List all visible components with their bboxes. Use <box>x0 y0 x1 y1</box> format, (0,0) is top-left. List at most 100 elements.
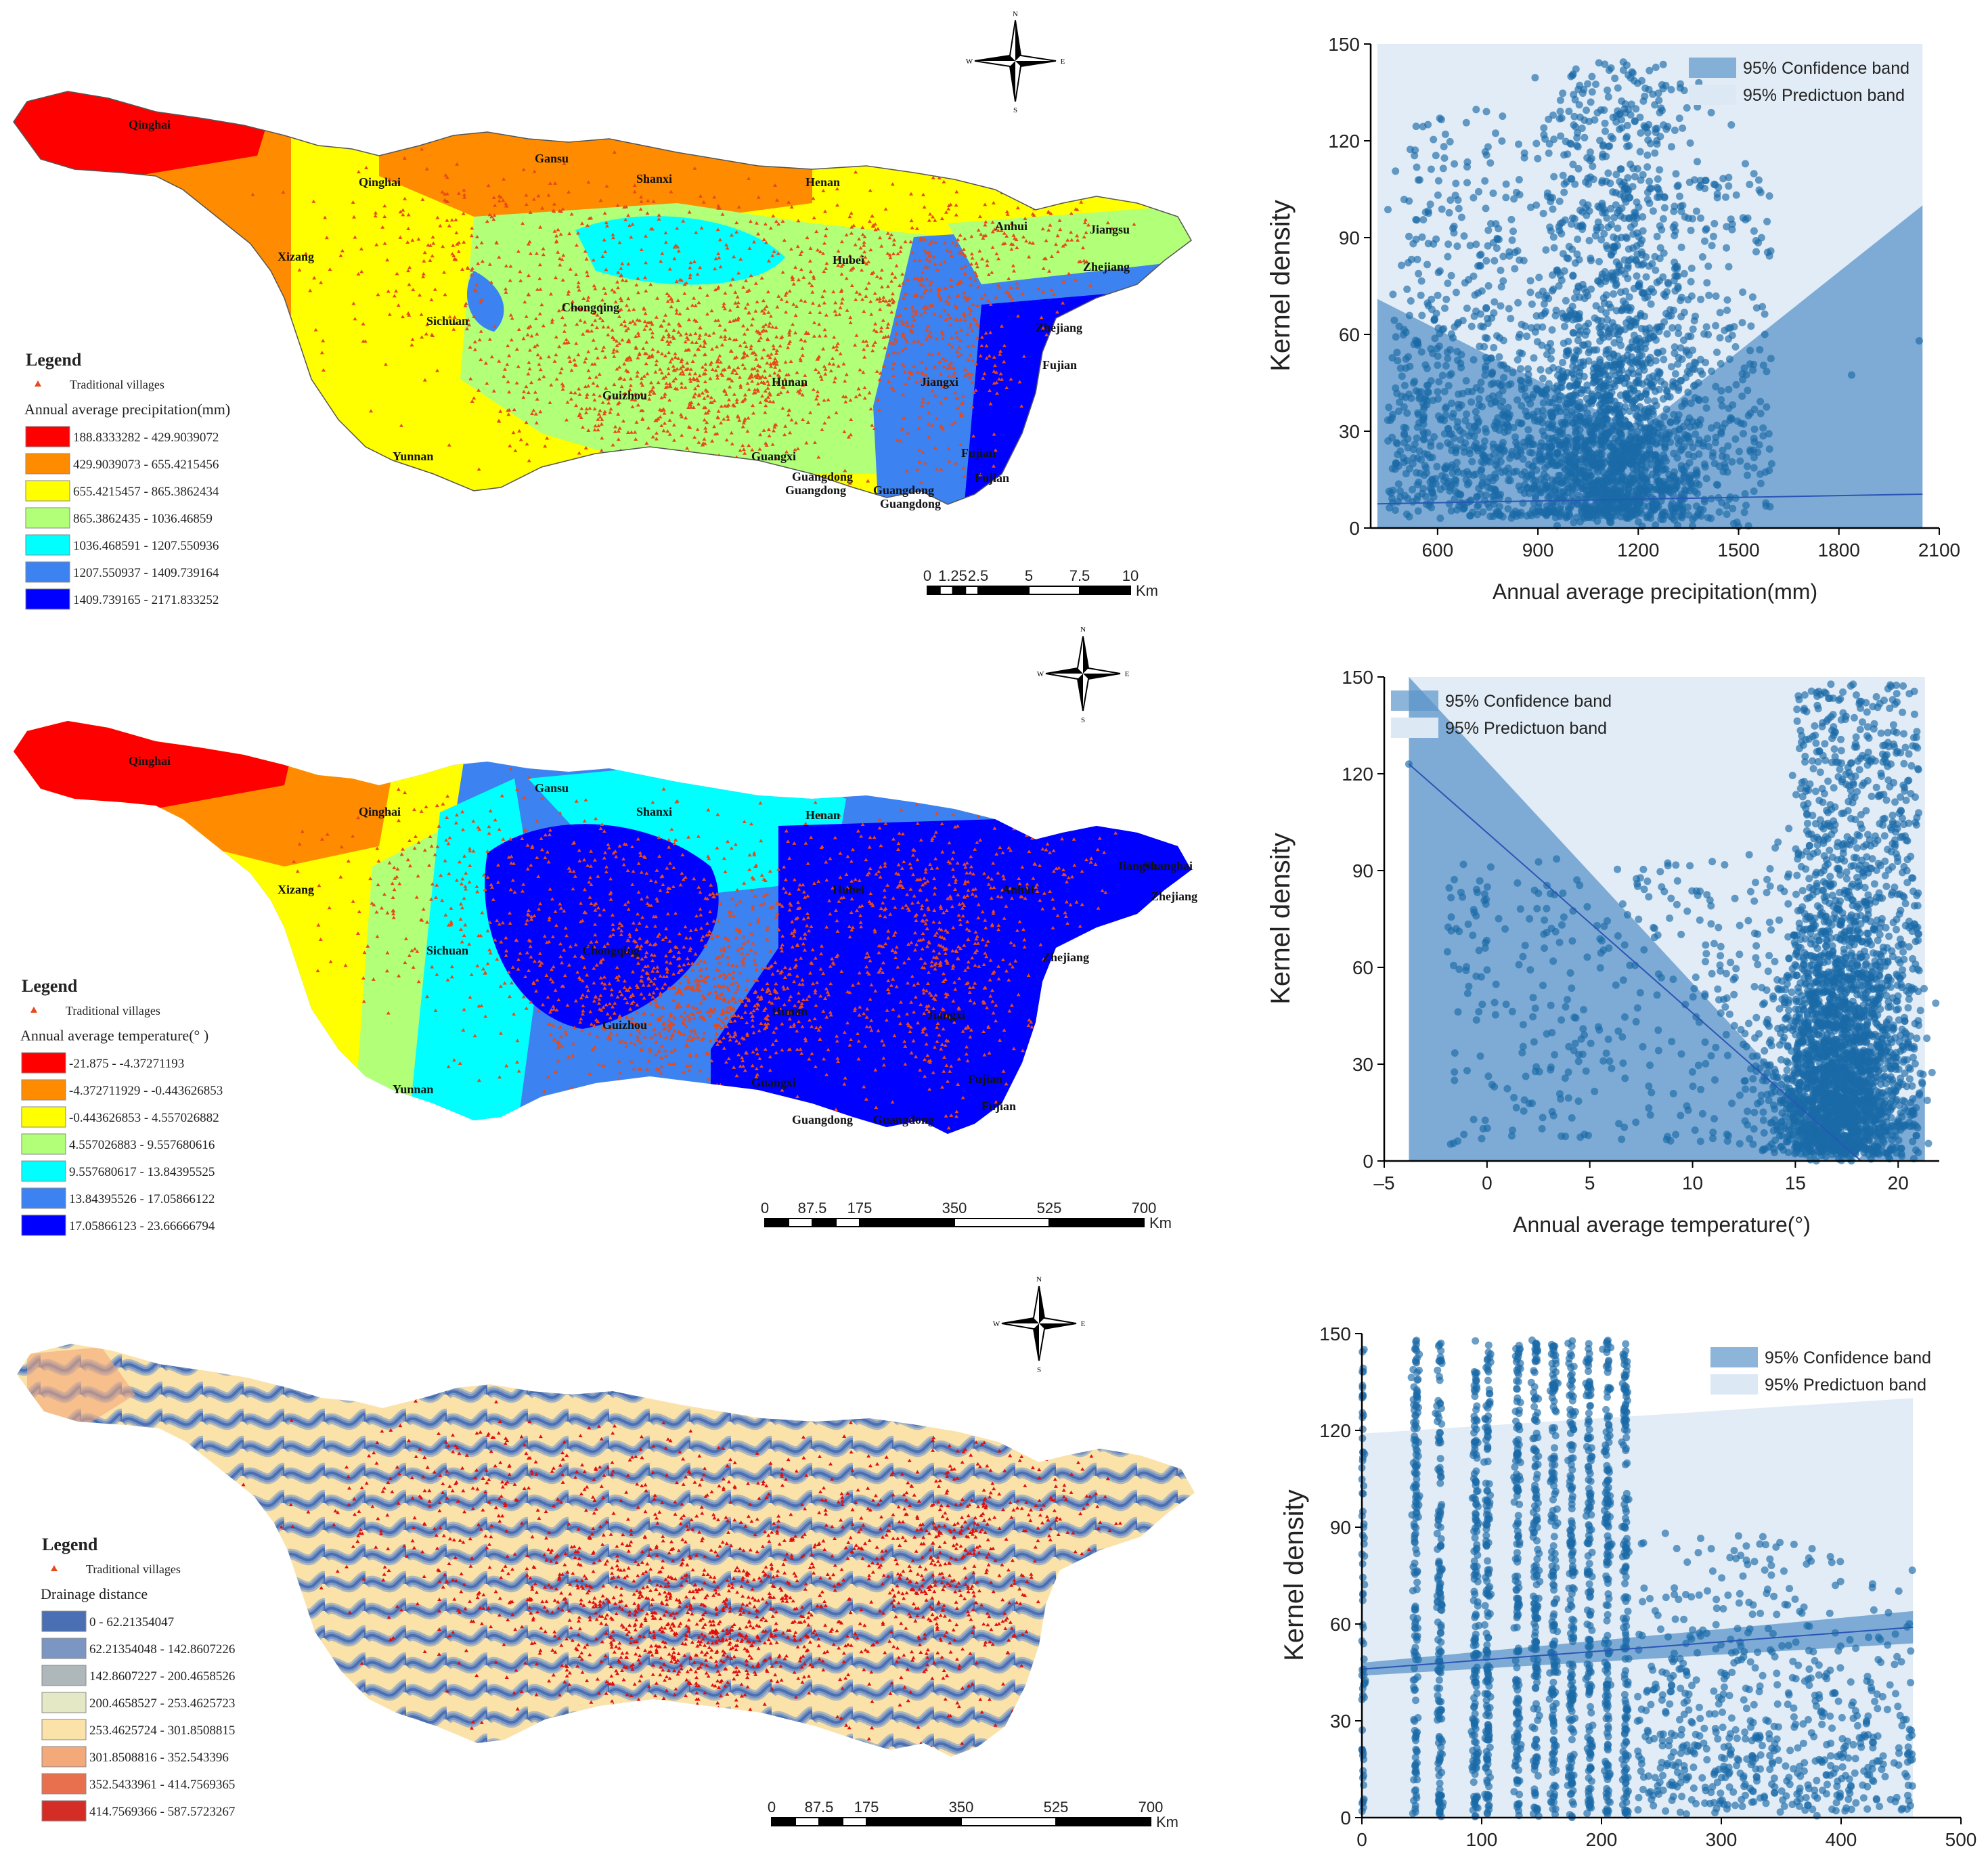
village-point <box>885 251 890 255</box>
village-point <box>987 353 992 357</box>
village-point <box>639 392 644 395</box>
village-point <box>593 318 598 322</box>
village-point <box>772 429 776 433</box>
village-point <box>958 279 963 283</box>
village-point <box>732 392 736 396</box>
village-point <box>615 343 619 347</box>
village-point <box>954 317 958 321</box>
village-point <box>996 797 1000 801</box>
village-point <box>843 399 848 403</box>
village-point <box>944 210 948 214</box>
village-point <box>662 395 667 399</box>
scale-segment <box>788 1218 813 1227</box>
village-point <box>646 320 650 324</box>
village-point <box>667 432 672 436</box>
legend-class-label: 1036.468591 - 1207.550936 <box>73 539 219 553</box>
village-point <box>824 313 829 317</box>
village-point <box>893 275 898 279</box>
place-label: Guangdong <box>873 483 934 497</box>
compass-w-label: W <box>966 58 973 66</box>
village-point <box>843 395 848 399</box>
village-point <box>866 479 870 483</box>
village-point <box>593 511 597 514</box>
village-point <box>592 407 597 411</box>
village-point <box>729 431 734 435</box>
village-point <box>703 441 707 445</box>
village-point <box>585 392 590 396</box>
village-point <box>932 378 937 382</box>
village-point <box>766 1732 771 1736</box>
place-label: Gansu <box>535 781 569 795</box>
village-point <box>962 474 967 478</box>
compass-s-label: S <box>1081 716 1085 724</box>
village-point <box>680 433 684 437</box>
village-point <box>723 337 728 341</box>
village-point <box>759 276 764 280</box>
village-point <box>843 468 847 473</box>
village-point <box>767 324 772 328</box>
village-point <box>848 433 853 437</box>
village-point <box>717 323 722 327</box>
village-point <box>918 282 923 286</box>
village-point <box>925 382 929 386</box>
village-point <box>1040 1066 1044 1070</box>
village-point <box>736 414 741 418</box>
village-point <box>912 339 916 343</box>
village-point <box>642 396 646 400</box>
village-point <box>624 328 629 332</box>
village-point <box>973 388 978 392</box>
village-point <box>954 396 959 400</box>
village-point <box>661 334 666 338</box>
village-point <box>973 317 978 322</box>
village-point <box>900 272 905 276</box>
village-point <box>968 311 972 315</box>
village-point <box>962 311 966 315</box>
village-point <box>778 391 783 395</box>
village-point <box>1057 1034 1061 1038</box>
village-point <box>702 437 707 441</box>
village-point <box>959 414 964 417</box>
village-point <box>891 242 896 246</box>
village-point <box>766 379 770 383</box>
village-point <box>948 249 952 253</box>
village-point <box>554 353 558 357</box>
village-point <box>626 326 631 330</box>
village-point <box>675 226 680 230</box>
village-point <box>596 412 601 416</box>
village-point <box>727 397 731 401</box>
village-point <box>719 404 724 408</box>
village-point <box>744 480 749 483</box>
village-point <box>513 449 518 452</box>
village-point <box>719 334 724 338</box>
village-point <box>472 340 477 344</box>
village-point <box>831 362 836 366</box>
village-point <box>797 391 802 395</box>
village-point <box>689 400 694 404</box>
village-point <box>883 346 887 350</box>
village-point <box>947 459 952 463</box>
village-point <box>728 308 732 312</box>
village-point <box>955 335 960 339</box>
village-point <box>768 361 773 366</box>
village-point <box>625 1110 630 1114</box>
place-label: Jiangsu <box>1090 223 1130 236</box>
village-point <box>603 462 608 466</box>
village-point <box>527 360 531 364</box>
village-point <box>763 389 768 393</box>
village-point <box>585 328 590 332</box>
village-point <box>949 382 954 386</box>
village-point <box>605 1101 609 1105</box>
village-point <box>856 387 861 391</box>
village-point <box>590 323 594 326</box>
village-point <box>710 439 715 443</box>
village-point <box>772 359 776 364</box>
village-point <box>971 316 976 320</box>
village-point <box>741 447 746 452</box>
village-point <box>946 446 951 450</box>
village-point <box>729 349 734 353</box>
village-point <box>902 416 906 420</box>
village-point <box>990 270 994 274</box>
village-point <box>1033 200 1038 204</box>
village-point <box>717 353 722 357</box>
village-point <box>692 353 697 357</box>
